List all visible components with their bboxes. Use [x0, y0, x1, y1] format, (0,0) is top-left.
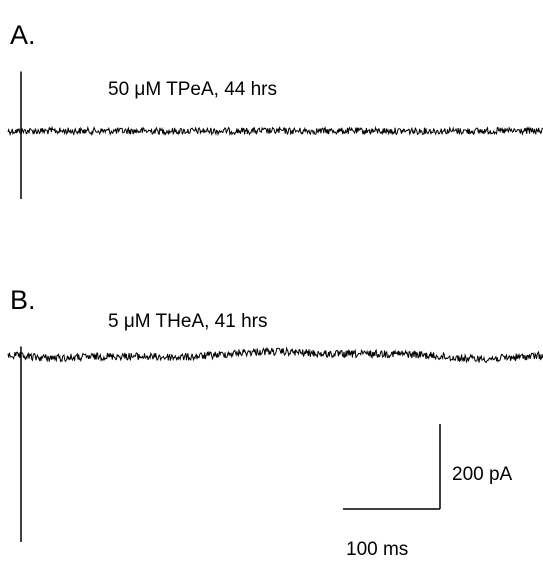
- panel-a-label: A.: [10, 20, 36, 50]
- panel-b-condition: 5 μM THeA, 41 hrs: [108, 311, 268, 332]
- panel-b-label: B.: [10, 285, 36, 315]
- time-scale-label: 100 ms: [346, 539, 409, 560]
- current-scale-label: 200 pA: [452, 464, 513, 485]
- trace-panel-a: [7, 125, 543, 137]
- trace-panel-b: [7, 346, 543, 364]
- panel-a-condition: 50 μM TPeA, 44 hrs: [108, 79, 278, 100]
